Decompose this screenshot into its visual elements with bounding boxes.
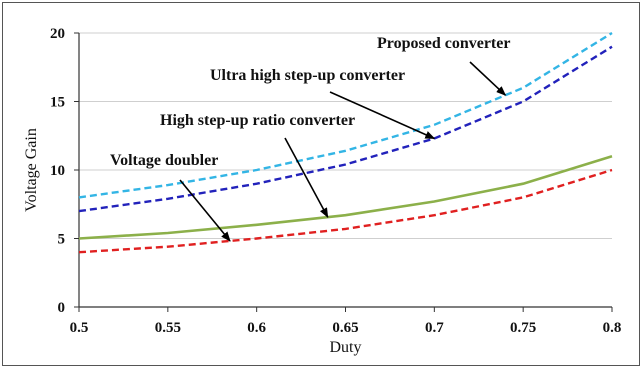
series-line-3 <box>78 168 613 254</box>
y-tick-label: 10 <box>50 163 65 179</box>
series-line-2 <box>78 155 613 240</box>
annotation-arrow <box>469 61 507 96</box>
y-tick-label: 0 <box>58 300 66 316</box>
annotation-arrow <box>179 179 231 242</box>
annotation-label: High step-up ratio converter <box>160 112 355 129</box>
y-tick-label: 20 <box>50 26 65 42</box>
gridlines <box>79 32 612 239</box>
annotation-arrow <box>284 137 329 219</box>
annotation-label: Voltage doubler <box>110 152 218 169</box>
x-tick-label: 0.75 <box>510 320 536 336</box>
annotation-arrow <box>329 91 436 140</box>
x-tick-label: 0.55 <box>155 320 181 336</box>
x-tick-label: 0.6 <box>247 320 266 336</box>
axes: 0 5 10 15 20 0.5 0.55 0.6 0.65 0.7 0.75 0.8 <box>50 26 621 336</box>
annotations: Proposed converter Ultra high step-up con… <box>110 35 510 242</box>
annotation-label: Proposed converter <box>377 35 510 52</box>
x-tick-label: 0.65 <box>332 320 358 336</box>
series-lines <box>78 31 613 254</box>
y-tick-label: 5 <box>58 232 66 248</box>
x-axis-label: Duty <box>330 339 362 356</box>
chart-frame <box>2 2 640 366</box>
x-tick-label: 0.7 <box>425 320 444 336</box>
y-axis-label: Voltage Gain <box>23 128 40 212</box>
x-tick-label: 0.5 <box>70 320 89 336</box>
series-line-1 <box>78 45 613 213</box>
annotation-label: Ultra high step-up converter <box>210 67 405 84</box>
series-line-0 <box>78 31 613 199</box>
y-tick-label: 15 <box>50 95 65 111</box>
x-tick-label: 0.8 <box>603 320 622 336</box>
